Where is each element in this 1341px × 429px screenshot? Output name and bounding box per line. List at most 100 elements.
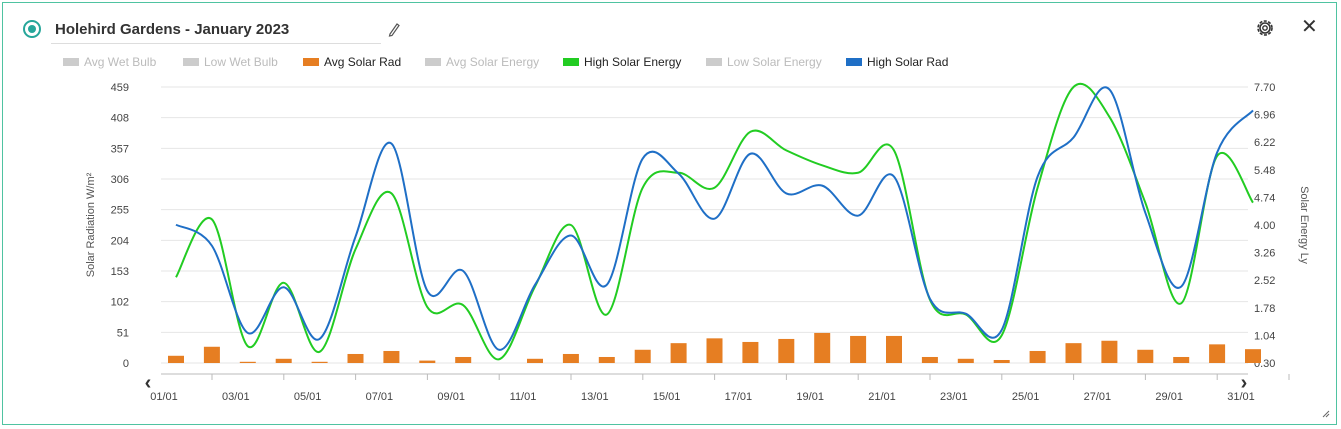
y-tick-left: 153 xyxy=(111,266,129,278)
legend-label: Avg Solar Rad xyxy=(324,55,402,69)
x-tick-label: 31/01 xyxy=(1227,391,1255,403)
y-tick-left: 306 xyxy=(111,174,129,186)
bar-avg-solar-rad[interactable] xyxy=(706,338,723,363)
bar-avg-solar-rad[interactable] xyxy=(778,338,795,363)
widget-title: Holehird Gardens - January 2023 xyxy=(55,21,290,38)
bar-avg-solar-rad[interactable] xyxy=(419,360,436,363)
legend-label: Avg Wet Bulb xyxy=(84,55,157,69)
legend-swatch xyxy=(303,57,319,66)
bar-avg-solar-rad[interactable] xyxy=(168,355,184,363)
y-tick-right: 4.00 xyxy=(1254,220,1275,232)
y-tick-right: 2.52 xyxy=(1254,275,1275,287)
bar-avg-solar-rad[interactable] xyxy=(814,332,831,363)
legend-item[interactable]: High Solar Energy xyxy=(563,55,681,73)
bar-avg-solar-rad[interactable] xyxy=(1209,344,1226,363)
bar-avg-solar-rad[interactable] xyxy=(598,356,615,363)
x-tick-label: 27/01 xyxy=(1084,391,1112,403)
chevron-right-icon[interactable]: › xyxy=(1241,372,1248,394)
legend-swatch xyxy=(63,57,79,66)
y-tick-left: 408 xyxy=(111,113,129,125)
y-tick-left: 51 xyxy=(117,327,129,339)
chevron-left-icon[interactable]: ‹ xyxy=(145,372,152,394)
bar-avg-solar-rad[interactable] xyxy=(1173,356,1190,363)
legend-swatch xyxy=(563,57,579,66)
x-tick-label: 05/01 xyxy=(294,391,322,403)
legend-label: Avg Solar Energy xyxy=(446,55,540,69)
bar-avg-solar-rad[interactable] xyxy=(1029,350,1046,363)
bar-avg-solar-rad[interactable] xyxy=(670,343,687,363)
y-axis-label-left: Solar Radiation W/m² xyxy=(85,172,97,277)
status-dot-icon[interactable] xyxy=(23,20,41,38)
y-tick-right: 7.70 xyxy=(1254,82,1275,94)
y-tick-left: 204 xyxy=(111,235,129,247)
legend-item[interactable]: Avg Solar Rad xyxy=(303,55,401,73)
chart: 459 408 357 306 255 204 153 102 51 0 7.70 6.96 6.22 5… xyxy=(85,82,1310,403)
x-tick-label: 01/01 xyxy=(150,391,178,403)
legend-label: High Solar Energy xyxy=(584,55,682,69)
legend-swatch xyxy=(846,57,862,66)
bar-avg-solar-rad[interactable] xyxy=(921,356,938,363)
legend-swatch xyxy=(425,57,441,66)
legend-label: Low Wet Bulb xyxy=(204,55,278,69)
bar-avg-solar-rad[interactable] xyxy=(527,358,543,363)
bar-avg-solar-rad[interactable] xyxy=(957,358,974,363)
x-tick-label: 13/01 xyxy=(581,391,609,403)
bar-avg-solar-rad[interactable] xyxy=(1065,343,1082,363)
bar-avg-solar-rad[interactable] xyxy=(455,356,472,363)
bar-avg-solar-rad[interactable] xyxy=(562,353,579,363)
legend-item[interactable]: Low Solar Energy xyxy=(706,55,822,73)
y-tick-right: 6.22 xyxy=(1254,137,1275,149)
bar-avg-solar-rad[interactable] xyxy=(347,353,364,363)
bar-avg-solar-rad[interactable] xyxy=(1101,340,1118,363)
x-tick-label: 23/01 xyxy=(940,391,968,403)
legend-swatch xyxy=(183,57,199,66)
x-tick-label: 17/01 xyxy=(725,391,753,403)
bar-avg-solar-rad[interactable] xyxy=(742,341,759,363)
bar-avg-solar-rad[interactable] xyxy=(239,361,256,363)
legend-item[interactable]: Low Wet Bulb xyxy=(183,55,278,73)
bar-avg-solar-rad[interactable] xyxy=(311,361,328,363)
legend-item[interactable]: Avg Solar Energy xyxy=(425,55,539,73)
y-tick-left: 0 xyxy=(123,358,129,370)
bar-avg-solar-rad[interactable] xyxy=(1137,349,1154,363)
line-high-solar-rad xyxy=(175,86,1254,351)
y-tick-right: 1.04 xyxy=(1254,330,1275,342)
edit-icon[interactable] xyxy=(387,21,401,37)
bar-avg-solar-rad[interactable] xyxy=(383,350,400,363)
x-tick-label: 21/01 xyxy=(868,391,896,403)
x-tick-label: 09/01 xyxy=(437,391,465,403)
legend-swatch xyxy=(706,57,722,66)
legend-label: High Solar Rad xyxy=(867,55,949,69)
x-tick-label: 07/01 xyxy=(366,391,394,403)
legend-item[interactable]: Avg Wet Bulb xyxy=(63,55,156,73)
y-tick-left: 459 xyxy=(111,82,129,94)
y-axis-label-right: Solar Energy Ly xyxy=(1298,186,1310,264)
legend-label: Low Solar Energy xyxy=(727,55,822,69)
y-tick-right: 4.74 xyxy=(1254,192,1275,204)
bar-avg-solar-rad[interactable] xyxy=(850,335,867,363)
y-tick-right: 5.48 xyxy=(1254,165,1275,177)
y-tick-left: 255 xyxy=(111,205,129,217)
resize-handle-icon[interactable] xyxy=(1322,410,1330,418)
x-tick-label: 19/01 xyxy=(796,391,824,403)
bar-avg-solar-rad[interactable] xyxy=(634,349,651,363)
x-tick-label: 11/01 xyxy=(510,391,537,403)
x-tick-label: 15/01 xyxy=(653,391,681,403)
close-icon[interactable]: ✕ xyxy=(1301,16,1318,38)
bar-avg-solar-rad[interactable] xyxy=(1245,349,1261,363)
y-tick-right: 1.78 xyxy=(1254,303,1275,315)
bar-avg-solar-rad[interactable] xyxy=(203,346,220,363)
settings-icon[interactable] xyxy=(1255,18,1275,38)
y-tick-left: 102 xyxy=(111,297,129,309)
y-tick-left: 357 xyxy=(111,143,129,155)
title-underline xyxy=(51,43,381,44)
bar-avg-solar-rad[interactable] xyxy=(993,359,1010,363)
x-tick-label: 03/01 xyxy=(222,391,250,403)
bar-avg-solar-rad[interactable] xyxy=(886,335,902,363)
line-high-solar-energy xyxy=(175,82,1254,361)
bar-avg-solar-rad[interactable] xyxy=(275,358,292,363)
y-tick-right: 3.26 xyxy=(1254,248,1275,260)
x-tick-label: 25/01 xyxy=(1012,391,1040,403)
legend-item[interactable]: High Solar Rad xyxy=(846,55,948,73)
